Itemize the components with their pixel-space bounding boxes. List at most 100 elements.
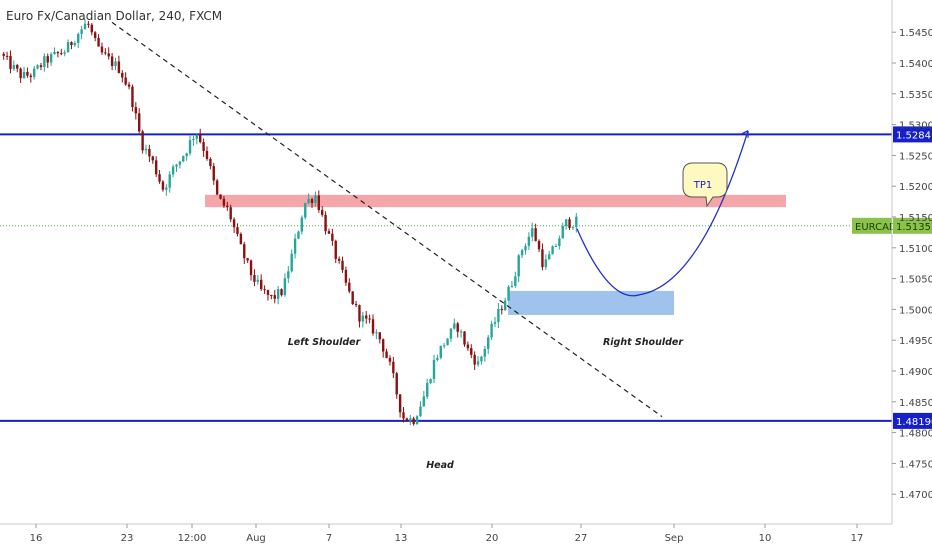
descending-trendline[interactable]	[111, 21, 663, 418]
candle-body[interactable]	[273, 295, 276, 299]
candle-body[interactable]	[77, 33, 80, 43]
candle-body[interactable]	[253, 275, 256, 282]
candle-body[interactable]	[429, 379, 432, 383]
candle-body[interactable]	[402, 412, 405, 419]
candle-body[interactable]	[392, 361, 395, 374]
candle-body[interactable]	[354, 304, 358, 306]
candle-body[interactable]	[517, 255, 520, 277]
candle-body[interactable]	[138, 113, 141, 132]
candle-body[interactable]	[290, 253, 293, 272]
candle-body[interactable]	[371, 319, 375, 334]
candle-body[interactable]	[49, 54, 53, 63]
candle-body[interactable]	[100, 46, 104, 53]
candle-body[interactable]	[165, 187, 168, 190]
candle-body[interactable]	[293, 238, 297, 254]
candle-body[interactable]	[304, 203, 307, 218]
candle-body[interactable]	[381, 339, 385, 352]
candle-body[interactable]	[500, 308, 503, 311]
candle-body[interactable]	[114, 61, 117, 67]
candle-body[interactable]	[314, 195, 317, 204]
candle-body[interactable]	[276, 289, 280, 299]
candle-body[interactable]	[39, 65, 43, 67]
candle-body[interactable]	[12, 65, 16, 69]
candle-body[interactable]	[199, 134, 202, 143]
candle-body[interactable]	[344, 269, 348, 283]
candle-body[interactable]	[280, 289, 283, 296]
candle-body[interactable]	[378, 332, 381, 340]
candle-body[interactable]	[341, 260, 344, 270]
candle-body[interactable]	[249, 260, 253, 276]
candle-body[interactable]	[256, 279, 260, 282]
candle-body[interactable]	[175, 164, 178, 167]
candle-body[interactable]	[548, 254, 551, 260]
candle-body[interactable]	[564, 219, 568, 227]
candle-body[interactable]	[151, 156, 154, 161]
candle-body[interactable]	[459, 331, 463, 333]
candle-body[interactable]	[239, 233, 243, 245]
candle-body[interactable]	[32, 68, 36, 78]
candle-body[interactable]	[337, 258, 341, 261]
candle-body[interactable]	[236, 227, 239, 234]
candle-body[interactable]	[117, 61, 121, 73]
candle-body[interactable]	[90, 24, 93, 33]
candle-body[interactable]	[19, 68, 22, 79]
candle-body[interactable]	[544, 259, 548, 268]
candle-body[interactable]	[480, 356, 483, 362]
candle-body[interactable]	[358, 305, 361, 322]
candle-body[interactable]	[476, 361, 480, 365]
candle-body[interactable]	[473, 354, 476, 365]
candle-body[interactable]	[283, 278, 287, 296]
candle-body[interactable]	[527, 236, 531, 246]
candle-body[interactable]	[22, 71, 26, 79]
candle-body[interactable]	[365, 315, 368, 319]
candle-body[interactable]	[141, 131, 144, 151]
candle-body[interactable]	[568, 219, 571, 228]
candle-body[interactable]	[453, 323, 456, 329]
candle-body[interactable]	[426, 382, 429, 397]
candle-body[interactable]	[327, 231, 331, 234]
candle-body[interactable]	[260, 279, 263, 290]
candle-body[interactable]	[310, 199, 314, 204]
candle-body[interactable]	[436, 357, 439, 360]
candle-body[interactable]	[209, 158, 212, 167]
candle-body[interactable]	[493, 322, 497, 324]
candle-body[interactable]	[510, 285, 514, 287]
candle-body[interactable]	[60, 53, 63, 55]
candle-body[interactable]	[131, 86, 134, 108]
candle-body[interactable]	[229, 207, 232, 220]
candle-body[interactable]	[561, 226, 564, 239]
candle-body[interactable]	[554, 245, 558, 247]
candle-body[interactable]	[487, 337, 490, 349]
candle-body[interactable]	[531, 228, 534, 237]
candle-body[interactable]	[466, 344, 470, 349]
candle-body[interactable]	[5, 55, 9, 57]
candle-body[interactable]	[63, 52, 66, 54]
candle-body[interactable]	[351, 291, 354, 305]
candle-body[interactable]	[36, 65, 39, 69]
candle-body[interactable]	[551, 246, 554, 255]
candle-body[interactable]	[192, 138, 195, 141]
candle-body[interactable]	[456, 323, 459, 332]
candle-body[interactable]	[263, 289, 266, 291]
candle-body[interactable]	[46, 56, 49, 63]
candle-body[interactable]	[405, 418, 409, 422]
candle-body[interactable]	[56, 51, 60, 54]
candle-body[interactable]	[171, 166, 175, 175]
candle-body[interactable]	[80, 29, 83, 34]
candle-body[interactable]	[83, 23, 87, 30]
candle-body[interactable]	[514, 276, 517, 286]
candle-body[interactable]	[232, 219, 236, 228]
candle-body[interactable]	[270, 294, 273, 296]
candle-body[interactable]	[507, 286, 510, 301]
candle-body[interactable]	[70, 42, 73, 46]
candle-body[interactable]	[537, 240, 541, 250]
candle-body[interactable]	[266, 290, 270, 295]
candle-body[interactable]	[415, 416, 419, 425]
candle-body[interactable]	[144, 148, 148, 151]
candle-body[interactable]	[222, 198, 226, 206]
candle-body[interactable]	[182, 156, 185, 162]
candle-body[interactable]	[158, 174, 161, 182]
candle-body[interactable]	[212, 166, 215, 181]
candle-body[interactable]	[395, 373, 398, 395]
tp1-bubble[interactable]	[682, 162, 728, 208]
